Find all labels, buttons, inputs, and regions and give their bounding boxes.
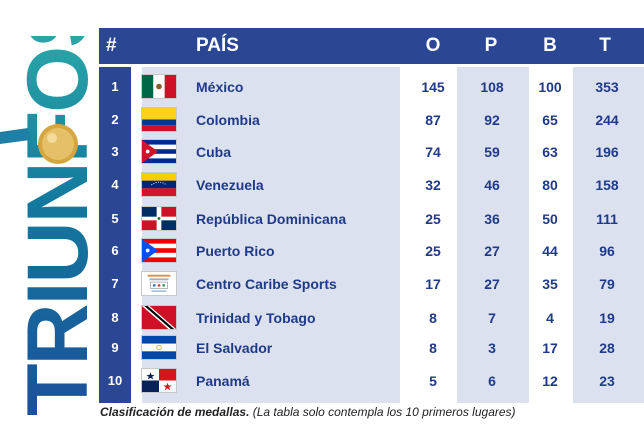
bronze-cell: 35: [542, 276, 558, 292]
bronze-cell: 65: [542, 112, 558, 128]
rank-cell: 1: [111, 79, 119, 94]
table-row: 7 Centro Caribe Sports 17 27 35 79: [99, 268, 644, 300]
table-row: 6 Puerto Rico 25 27 44 96: [99, 235, 644, 267]
gold-cell: 32: [425, 177, 441, 193]
cuba-flag-icon: [141, 139, 177, 164]
silver-cell: 3: [488, 340, 496, 356]
country-cell: México: [196, 79, 244, 95]
medal-icon: [0, 124, 78, 164]
puerto-rico-flag-icon: [141, 238, 177, 263]
bronze-cell: 4: [546, 310, 554, 326]
rank-cell: 6: [111, 243, 119, 258]
country-cell: Colombia: [196, 112, 260, 128]
table-row: 4 Venezuela 32 46 80 158: [99, 169, 644, 201]
bronze-cell: 50: [542, 211, 558, 227]
mexico-flag-icon: [141, 74, 177, 99]
table-row: 5 República Dominicana 25 36 50 111: [99, 203, 644, 235]
bronze-cell: 17: [542, 340, 558, 356]
rank-cell: 3: [111, 144, 119, 159]
country-cell: Trinidad y Tobago: [196, 310, 316, 326]
rank-cell: 8: [111, 310, 119, 325]
total-cell: 111: [596, 211, 618, 227]
total-cell: 79: [599, 276, 615, 292]
bronze-cell: 80: [542, 177, 558, 193]
rank-cell: 10: [107, 373, 123, 388]
country-cell: Panamá: [196, 373, 250, 389]
rank-cell: 4: [111, 177, 119, 192]
dominican-republic-flag-icon: [141, 206, 177, 231]
header-bronze: B: [543, 35, 557, 56]
gold-cell: 25: [425, 211, 441, 227]
silver-cell: 46: [484, 177, 500, 193]
bronze-cell: 12: [542, 373, 558, 389]
country-cell: Cuba: [196, 144, 231, 160]
el-salvador-flag-icon: [141, 335, 177, 360]
table-row: 9 El Salvador 8 3 17 28: [99, 332, 644, 364]
gold-cell: 5: [429, 373, 437, 389]
table-header: # PAÍS O P B T: [99, 28, 644, 64]
silver-column-bg: [457, 67, 529, 403]
footnote-rest: (La tabla solo contempla los 10 primeros…: [249, 405, 516, 419]
total-cell: 19: [599, 310, 615, 326]
table-row: 3 Cuba 74 59 63 196: [99, 136, 644, 168]
header-country: PAÍS: [196, 35, 239, 56]
trinidad-tobago-flag-icon: [141, 305, 177, 330]
total-cell: 244: [595, 112, 619, 128]
footnote-bold: Clasificación de medallas.: [100, 405, 250, 419]
header-gold: O: [425, 35, 441, 56]
gold-cell: 87: [425, 112, 441, 128]
bronze-cell: 63: [542, 144, 558, 160]
total-cell: 196: [595, 144, 619, 160]
silver-cell: 27: [484, 243, 500, 259]
rank-column: [99, 67, 131, 403]
medal-table: # PAÍS O P B T 1 México 145 108 100 353 2 Colom…: [99, 28, 644, 403]
gold-cell: 74: [425, 144, 441, 160]
table-row: 2 Colombia 87 92 65 244: [99, 104, 644, 136]
country-cell: República Dominicana: [196, 211, 347, 227]
bronze-cell: 100: [538, 79, 562, 95]
table-row: 8 Trinidad y Tobago 8 7 4 19: [99, 302, 644, 334]
footnote: Clasificación de medallas. (La tabla sol…: [100, 405, 516, 419]
country-cell: Centro Caribe Sports: [196, 276, 337, 292]
silver-cell: 7: [488, 310, 496, 326]
header-rank: #: [106, 35, 117, 56]
gold-cell: 8: [429, 340, 437, 356]
gold-cell: 145: [421, 79, 445, 95]
rank-cell: 7: [111, 276, 119, 291]
total-cell: 23: [599, 373, 615, 389]
total-column-bg: [573, 67, 644, 403]
side-title: TRIUNFOS: [6, 0, 94, 431]
table-row: 10 Panamá 5 6 12 23: [99, 365, 644, 397]
silver-cell: 59: [484, 144, 500, 160]
country-cell: Venezuela: [196, 177, 264, 193]
gold-cell: 8: [429, 310, 437, 326]
colombia-flag-icon: [141, 107, 177, 132]
rank-cell: 9: [111, 340, 119, 355]
venezuela-flag-icon: [141, 172, 177, 197]
bronze-cell: 44: [542, 243, 558, 259]
panama-flag-icon: [141, 368, 177, 393]
centro-caribe-sports-logo: [141, 271, 177, 296]
gold-cell: 25: [425, 243, 441, 259]
rank-cell: 5: [111, 211, 119, 226]
header-silver: P: [484, 35, 498, 56]
country-cell: Puerto Rico: [196, 243, 275, 259]
silver-cell: 108: [480, 79, 504, 95]
table-row: 1 México 145 108 100 353: [99, 71, 644, 103]
gold-cell: 17: [425, 276, 441, 292]
country-cell: El Salvador: [196, 340, 273, 356]
table-body: 1 México 145 108 100 353 2 Colombia 87 92 65 244 3 Cu…: [99, 67, 644, 403]
silver-cell: 92: [484, 112, 500, 128]
silver-cell: 27: [484, 276, 500, 292]
total-cell: 353: [595, 79, 619, 95]
total-cell: 158: [595, 177, 619, 193]
total-cell: 96: [599, 243, 615, 259]
rank-cell: 2: [111, 112, 119, 127]
side-title-text: TRIUNFOS: [10, 0, 94, 416]
silver-cell: 6: [488, 373, 496, 389]
country-column-bg: [142, 67, 400, 403]
header-total: T: [599, 35, 611, 56]
total-cell: 28: [599, 340, 615, 356]
silver-cell: 36: [484, 211, 500, 227]
